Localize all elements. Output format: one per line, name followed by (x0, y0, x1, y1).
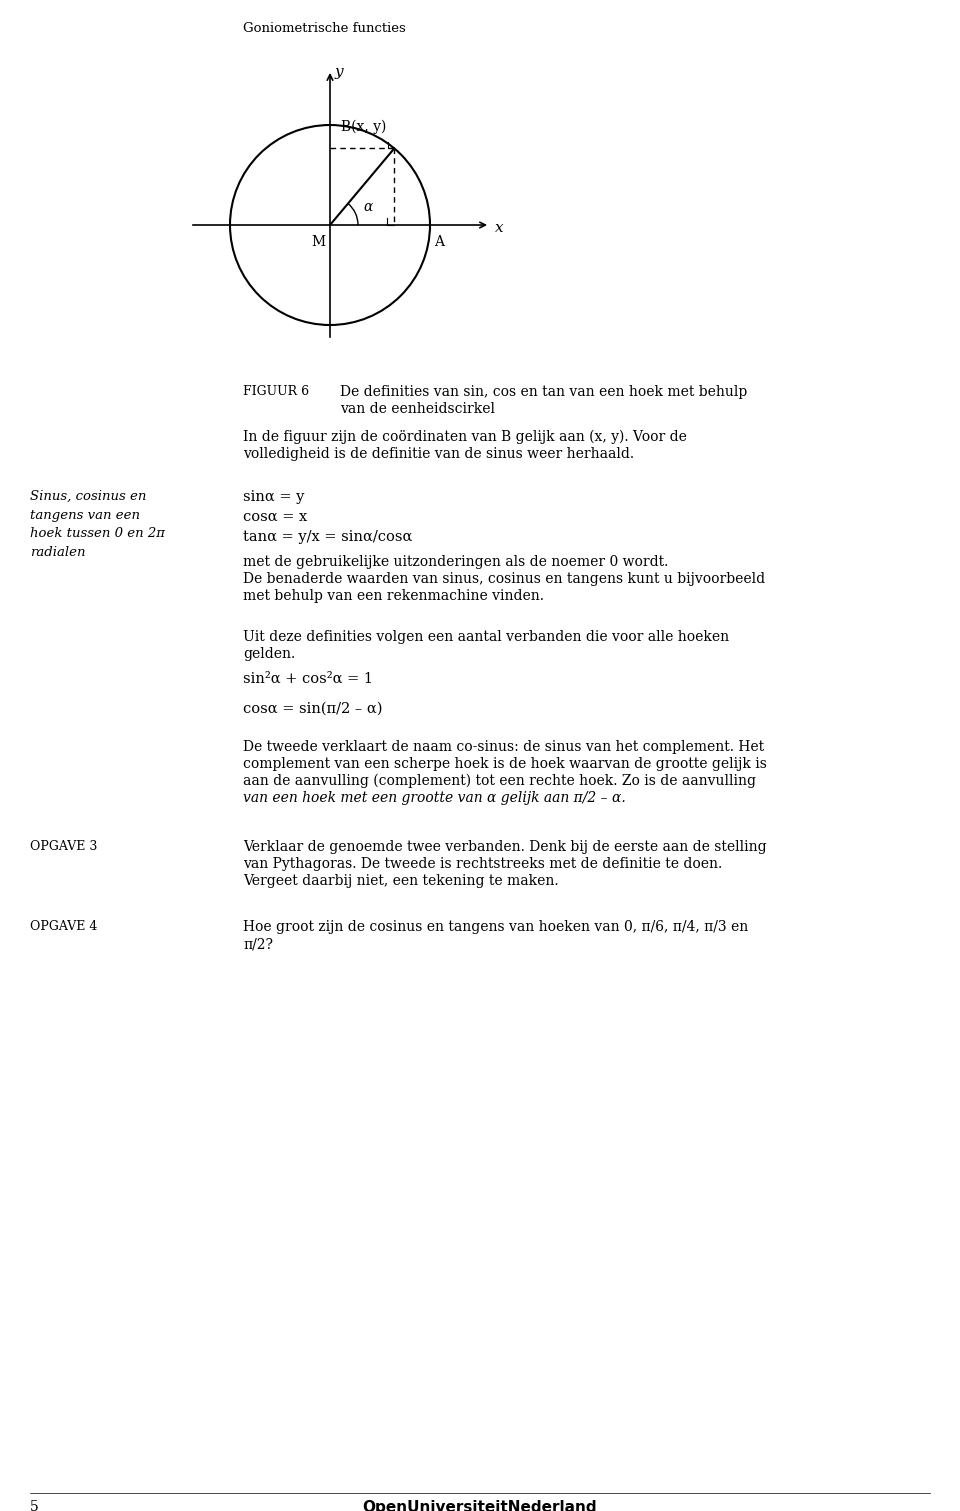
Text: De tweede verklaart de naam co-sinus: de sinus van het complement. Het: De tweede verklaart de naam co-sinus: de… (243, 740, 764, 754)
Text: van de eenheidscirkel: van de eenheidscirkel (340, 402, 495, 416)
Text: van een hoek met een grootte van α gelijk aan π/2 – α.: van een hoek met een grootte van α gelij… (243, 790, 626, 805)
Text: 5: 5 (30, 1500, 38, 1511)
Text: volledigheid is de definitie van de sinus weer herhaald.: volledigheid is de definitie van de sinu… (243, 447, 635, 461)
Text: OpenUniversiteitNederland: OpenUniversiteitNederland (363, 1500, 597, 1511)
Text: Hoe groot zijn de cosinus en tangens van hoeken van 0, π/6, π/4, π/3 en: Hoe groot zijn de cosinus en tangens van… (243, 920, 748, 934)
Text: FIGUUR 6: FIGUUR 6 (243, 385, 309, 397)
Text: gelden.: gelden. (243, 647, 296, 660)
Text: van Pythagoras. De tweede is rechtstreeks met de definitie te doen.: van Pythagoras. De tweede is rechtstreek… (243, 857, 722, 870)
Text: met behulp van een rekenmachine vinden.: met behulp van een rekenmachine vinden. (243, 589, 544, 603)
Text: sinα = y: sinα = y (243, 490, 304, 505)
Text: Sinus, cosinus en
tangens van een
hoek tussen 0 en 2π
radialen: Sinus, cosinus en tangens van een hoek t… (30, 490, 165, 559)
Text: cosα = x: cosα = x (243, 511, 307, 524)
Text: α: α (364, 201, 372, 215)
Text: x: x (495, 221, 504, 236)
Text: De definities van sin, cos en tan van een hoek met behulp: De definities van sin, cos en tan van ee… (340, 385, 747, 399)
Text: OPGAVE 4: OPGAVE 4 (30, 920, 97, 932)
Text: y: y (335, 65, 344, 79)
Text: OPGAVE 3: OPGAVE 3 (30, 840, 97, 854)
Text: De benaderde waarden van sinus, cosinus en tangens kunt u bijvoorbeeld: De benaderde waarden van sinus, cosinus … (243, 573, 765, 586)
Text: cosα = sin(π/2 – α): cosα = sin(π/2 – α) (243, 703, 382, 716)
Text: In de figuur zijn de coördinaten van B gelijk aan (⁠x⁠, ⁠y⁠). Voor de: In de figuur zijn de coördinaten van B g… (243, 431, 686, 444)
Text: M: M (311, 236, 325, 249)
Text: π/2?: π/2? (243, 937, 273, 950)
Text: Vergeet daarbij niet, een tekening te maken.: Vergeet daarbij niet, een tekening te ma… (243, 873, 559, 888)
Text: Verklaar de genoemde twee verbanden. Denk bij de eerste aan de stelling: Verklaar de genoemde twee verbanden. Den… (243, 840, 767, 854)
Text: complement van een scherpe hoek is de hoek waarvan de grootte gelijk is: complement van een scherpe hoek is de ho… (243, 757, 767, 771)
Text: Goniometrische functies: Goniometrische functies (243, 23, 406, 35)
Text: aan de aanvulling (complement) tot een rechte hoek. Zo is de aanvulling: aan de aanvulling (complement) tot een r… (243, 774, 756, 789)
Text: B(⁠x, y⁠): B(⁠x, y⁠) (341, 119, 386, 134)
Text: A: A (434, 236, 444, 249)
Text: met de gebruikelijke uitzonderingen als de noemer 0 wordt.: met de gebruikelijke uitzonderingen als … (243, 555, 668, 570)
Text: tanα = y⁠/⁠x = sinα/cosα: tanα = y⁠/⁠x = sinα/cosα (243, 530, 413, 544)
Text: sin²α + cos²α = 1: sin²α + cos²α = 1 (243, 672, 373, 686)
Text: Uit deze definities volgen een aantal verbanden die voor alle hoeken: Uit deze definities volgen een aantal ve… (243, 630, 730, 644)
